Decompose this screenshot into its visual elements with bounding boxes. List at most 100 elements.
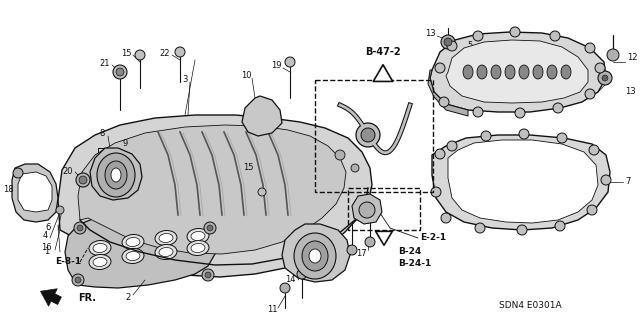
Ellipse shape xyxy=(97,153,135,197)
Text: SDN4 E0301A: SDN4 E0301A xyxy=(499,300,561,309)
Circle shape xyxy=(553,103,563,113)
Circle shape xyxy=(473,107,483,117)
Circle shape xyxy=(205,272,211,278)
Ellipse shape xyxy=(519,65,529,79)
Polygon shape xyxy=(352,194,382,224)
Circle shape xyxy=(335,150,345,160)
FancyArrowPatch shape xyxy=(373,65,393,81)
Text: 15: 15 xyxy=(243,164,253,173)
Circle shape xyxy=(116,68,124,76)
Circle shape xyxy=(481,131,491,141)
FancyArrowPatch shape xyxy=(376,231,392,245)
Ellipse shape xyxy=(463,65,473,79)
Circle shape xyxy=(77,225,83,231)
Ellipse shape xyxy=(155,244,177,260)
Circle shape xyxy=(280,283,290,293)
Text: 6: 6 xyxy=(45,224,51,233)
Circle shape xyxy=(113,65,127,79)
Polygon shape xyxy=(18,172,52,212)
Circle shape xyxy=(202,269,214,281)
Ellipse shape xyxy=(159,234,173,242)
Text: B-24: B-24 xyxy=(398,248,421,256)
Text: 11: 11 xyxy=(267,306,277,315)
Polygon shape xyxy=(78,125,346,254)
Text: 22: 22 xyxy=(160,48,170,57)
Text: 15: 15 xyxy=(121,49,131,58)
Circle shape xyxy=(607,49,619,61)
Text: 3: 3 xyxy=(182,76,188,85)
FancyArrowPatch shape xyxy=(40,289,61,306)
Polygon shape xyxy=(65,215,215,288)
Text: FR.: FR. xyxy=(78,293,96,303)
Text: 7: 7 xyxy=(625,177,630,187)
Text: 20: 20 xyxy=(63,167,73,176)
Ellipse shape xyxy=(126,237,140,247)
Circle shape xyxy=(207,225,213,231)
Circle shape xyxy=(297,269,307,279)
Ellipse shape xyxy=(122,234,144,249)
Text: B-47-2: B-47-2 xyxy=(365,47,401,57)
Circle shape xyxy=(587,205,597,215)
Ellipse shape xyxy=(309,249,321,263)
Polygon shape xyxy=(432,135,610,230)
Ellipse shape xyxy=(191,243,205,253)
Polygon shape xyxy=(12,164,58,222)
Polygon shape xyxy=(90,148,142,200)
Circle shape xyxy=(56,206,64,214)
Ellipse shape xyxy=(187,241,209,256)
Text: 10: 10 xyxy=(241,71,252,80)
Circle shape xyxy=(356,123,380,147)
Text: E-2-1: E-2-1 xyxy=(420,234,446,242)
Circle shape xyxy=(435,63,445,73)
Circle shape xyxy=(135,50,145,60)
Circle shape xyxy=(72,274,84,286)
Circle shape xyxy=(602,75,608,81)
Polygon shape xyxy=(242,96,282,136)
Ellipse shape xyxy=(89,255,111,270)
Ellipse shape xyxy=(93,243,107,253)
Text: 12: 12 xyxy=(627,54,637,63)
Circle shape xyxy=(441,213,451,223)
Text: 13: 13 xyxy=(425,29,435,39)
Circle shape xyxy=(441,35,455,49)
Polygon shape xyxy=(448,140,598,223)
Circle shape xyxy=(439,97,449,107)
Ellipse shape xyxy=(93,257,107,266)
Circle shape xyxy=(595,63,605,73)
Text: 18: 18 xyxy=(3,186,13,195)
Ellipse shape xyxy=(533,65,543,79)
Ellipse shape xyxy=(159,248,173,256)
Circle shape xyxy=(585,43,595,53)
Text: 8: 8 xyxy=(99,130,105,138)
Text: 1: 1 xyxy=(44,248,50,256)
Polygon shape xyxy=(446,40,588,103)
Polygon shape xyxy=(428,70,468,116)
Text: 4: 4 xyxy=(42,232,47,241)
Circle shape xyxy=(359,202,375,218)
Circle shape xyxy=(510,27,520,37)
Text: 17: 17 xyxy=(332,257,342,266)
Circle shape xyxy=(79,176,87,184)
Text: 21: 21 xyxy=(100,58,110,68)
Circle shape xyxy=(431,187,441,197)
Circle shape xyxy=(75,277,81,283)
Ellipse shape xyxy=(505,65,515,79)
Circle shape xyxy=(473,31,483,41)
Circle shape xyxy=(555,221,565,231)
Polygon shape xyxy=(282,224,350,282)
Circle shape xyxy=(515,108,525,118)
Text: 17: 17 xyxy=(356,249,366,257)
Circle shape xyxy=(204,222,216,234)
Ellipse shape xyxy=(105,161,127,189)
Ellipse shape xyxy=(294,233,336,279)
Circle shape xyxy=(444,38,452,46)
Circle shape xyxy=(351,164,359,172)
Polygon shape xyxy=(430,32,606,112)
Ellipse shape xyxy=(491,65,501,79)
Ellipse shape xyxy=(561,65,571,79)
Ellipse shape xyxy=(187,228,209,243)
Ellipse shape xyxy=(477,65,487,79)
Ellipse shape xyxy=(111,168,121,182)
Text: 2: 2 xyxy=(125,293,131,302)
Circle shape xyxy=(74,222,86,234)
